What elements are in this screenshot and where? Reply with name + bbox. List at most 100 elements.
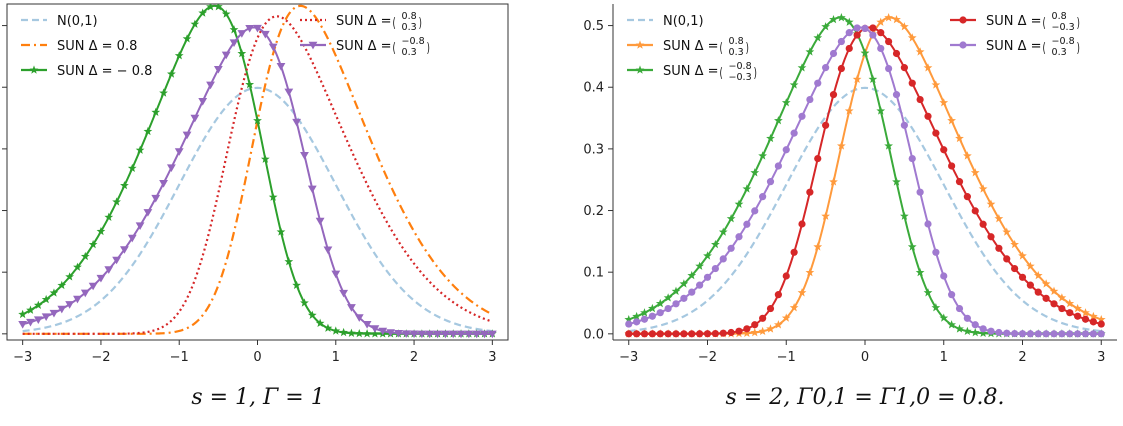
- data-point: [464, 330, 474, 339]
- data-point: [127, 163, 137, 173]
- data-point: [1010, 239, 1019, 249]
- data-point: [963, 193, 971, 201]
- legend-label: N(0,1): [57, 14, 98, 29]
- data-point: [80, 289, 90, 298]
- plot-frame: [6, 3, 509, 341]
- data-point: [766, 133, 775, 143]
- data-point: [947, 116, 956, 125]
- data-point: [166, 164, 176, 172]
- data-point: [735, 233, 743, 241]
- data-point: [1081, 330, 1090, 338]
- data-point: [876, 17, 886, 26]
- data-point: [425, 330, 435, 339]
- data-point: [182, 34, 192, 43]
- legend-marker: [959, 16, 967, 24]
- data-point: [190, 114, 200, 123]
- data-point: [41, 294, 51, 304]
- data-point: [96, 274, 106, 283]
- legend-vector-top: 0.8: [729, 36, 744, 47]
- data-point: [743, 325, 751, 333]
- data-point: [837, 37, 845, 46]
- data-point: [221, 9, 231, 18]
- data-point: [688, 330, 696, 338]
- data-point: [370, 325, 380, 333]
- data-point: [229, 25, 239, 34]
- legend-paren-close: ): [427, 40, 430, 55]
- data-point: [182, 131, 192, 140]
- data-point: [900, 211, 909, 220]
- data-point: [822, 64, 830, 72]
- legend-label: SUN Δ =: [336, 14, 392, 29]
- legend-label: SUN Δ =: [336, 39, 392, 54]
- series-layer: [18, 4, 497, 339]
- data-point: [1003, 255, 1011, 263]
- data-point: [892, 14, 901, 24]
- data-point: [417, 330, 427, 339]
- data-point: [1081, 308, 1090, 317]
- data-point: [844, 106, 854, 115]
- x-tick-label: −1: [170, 350, 189, 365]
- data-point: [151, 194, 161, 203]
- data-point: [323, 323, 333, 332]
- data-point: [268, 192, 278, 201]
- data-point: [789, 80, 799, 89]
- data-point: [57, 305, 67, 314]
- data-point: [57, 280, 67, 290]
- data-point: [869, 24, 877, 32]
- legend-paren-close: ): [1077, 15, 1080, 30]
- legend-label: SUN Δ =: [663, 64, 719, 79]
- data-point: [679, 279, 689, 288]
- data-point: [1096, 314, 1106, 324]
- x-tick-label: 2: [1018, 350, 1026, 365]
- legend-item: N(0,1): [21, 14, 98, 29]
- data-point: [1034, 288, 1042, 296]
- data-point: [774, 291, 782, 299]
- data-point: [860, 48, 870, 57]
- data-point: [948, 291, 956, 299]
- data-point: [433, 330, 442, 339]
- legend-vector-bottom: 0.3: [1052, 47, 1067, 58]
- y-tick-label: 0.2: [583, 204, 604, 219]
- data-point: [900, 121, 908, 129]
- legend-vector-bottom: −0.3: [1052, 22, 1075, 33]
- series-layer: [624, 13, 1106, 338]
- data-point: [655, 298, 665, 308]
- data-point: [174, 148, 184, 156]
- data-point: [900, 64, 908, 72]
- legend-paren-open: (: [1043, 40, 1046, 55]
- data-point: [362, 329, 372, 338]
- data-point: [1011, 329, 1019, 338]
- y-tick-label: 0.0: [583, 327, 604, 342]
- data-point: [672, 330, 680, 338]
- data-point: [1026, 281, 1034, 289]
- data-point: [159, 88, 168, 97]
- data-point: [805, 267, 815, 277]
- data-point: [782, 146, 790, 154]
- data-point: [885, 37, 893, 46]
- data-point: [948, 162, 956, 170]
- y-tick-label: 0.1: [583, 266, 604, 281]
- data-point: [159, 179, 168, 188]
- data-point: [978, 328, 988, 337]
- data-point: [625, 330, 633, 338]
- legend-label: SUN Δ = 0.8: [57, 39, 137, 54]
- legend-vector-top: 0.8: [402, 11, 417, 22]
- data-point: [923, 288, 933, 297]
- data-point: [112, 197, 121, 206]
- x-tick-label: 2: [410, 350, 418, 365]
- legend-item: SUN Δ = (−0.80.3): [300, 36, 430, 58]
- data-point: [884, 141, 893, 150]
- data-point: [931, 303, 941, 312]
- data-point: [331, 326, 341, 335]
- data-point: [472, 330, 482, 339]
- data-point: [1074, 312, 1082, 320]
- data-point: [104, 266, 114, 274]
- data-point: [65, 301, 75, 309]
- legend-item: N(0,1): [627, 14, 704, 29]
- data-point: [253, 24, 262, 33]
- data-point: [696, 330, 704, 338]
- data-point: [726, 214, 736, 223]
- data-point: [750, 168, 760, 177]
